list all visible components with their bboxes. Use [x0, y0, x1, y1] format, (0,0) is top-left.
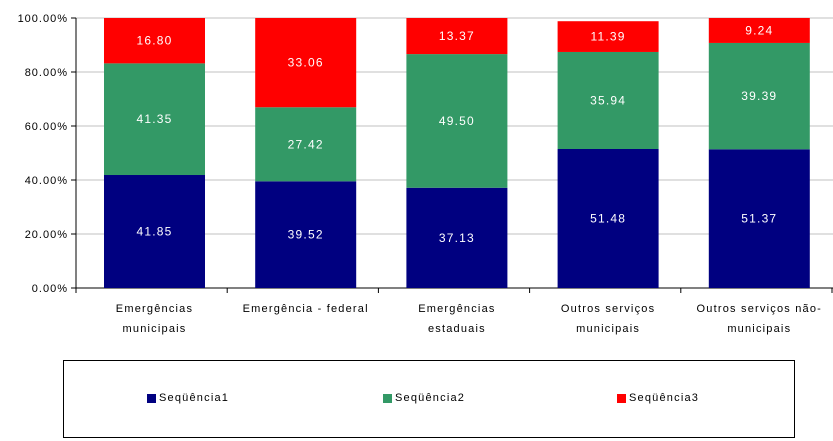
y-tick-label: 60.00% [25, 121, 68, 133]
x-category-label: estaduais [428, 323, 486, 335]
stacked-bar-chart: 0.00% 20.00% 40.00% 60.00% 80.00% 100.00% 41.8… [18, 13, 833, 335]
bar-segment-series1 [104, 175, 205, 288]
data-label: 37.13 [439, 231, 475, 245]
data-label: 27.42 [288, 137, 324, 151]
x-category-label: Emergências [116, 303, 193, 315]
data-label: 41.85 [136, 225, 172, 239]
data-label: 16.80 [136, 34, 172, 48]
x-category-label: municipais [576, 323, 640, 335]
legend-swatch-series1 [147, 393, 156, 403]
data-label: 35.94 [590, 93, 626, 107]
data-label: 33.06 [288, 56, 324, 70]
data-label: 49.50 [439, 114, 475, 128]
bar-segment-series3 [104, 18, 205, 64]
data-label: 9.24 [745, 23, 773, 37]
bar-segment-series2 [557, 51, 659, 150]
bar-segment-series3 [406, 18, 508, 55]
legend-label-series1: Seqüência1 [159, 392, 230, 404]
bar-segment-series1 [255, 181, 357, 288]
bar-segment-series3 [557, 21, 659, 52]
legend-item-series1: Seqüência1 [147, 392, 229, 404]
bar-segment-series2 [255, 107, 357, 182]
x-category-label: Emergências [418, 303, 495, 315]
data-label: 13.37 [439, 29, 475, 43]
y-tick-label: 20.00% [25, 229, 68, 241]
legend-label-series3: Seqüência3 [629, 392, 700, 404]
legend-swatch-series3 [617, 393, 626, 403]
data-label: 41.35 [136, 112, 172, 126]
legend-label-series2: Seqüência2 [395, 392, 466, 404]
x-category-label: municipais [727, 323, 791, 335]
y-tick-label: 100.00% [18, 13, 68, 25]
bar-segment-series2 [104, 63, 205, 176]
data-label: 39.52 [288, 228, 324, 242]
data-label: 51.37 [741, 212, 777, 226]
legend: Seqüência1 Seqüência2 Seqüência3 [63, 360, 795, 438]
bar-segment-series2 [406, 54, 508, 188]
x-category-label: Emergência - federal [243, 303, 369, 315]
bar-segment-series1 [557, 149, 659, 288]
data-label: 39.39 [741, 89, 777, 103]
x-category-label: Outros serviços [561, 303, 655, 315]
data-label: 11.39 [591, 30, 626, 44]
bar-segment-series2 [708, 42, 810, 150]
y-tick-label: 0.00% [32, 283, 68, 295]
data-label: 51.48 [590, 212, 626, 226]
legend-swatch-series2 [383, 393, 392, 403]
x-category-label: Outros serviços não- [697, 303, 822, 315]
y-tick-label: 80.00% [25, 67, 68, 79]
legend-item-series3: Seqüência3 [617, 392, 699, 404]
y-tick-label: 40.00% [25, 175, 68, 187]
bar-segment-series3 [255, 18, 357, 108]
x-category-label: municipais [123, 323, 187, 335]
legend-item-series2: Seqüência2 [383, 392, 465, 404]
bar-segment-series3 [708, 18, 810, 43]
bar-segment-series1 [406, 187, 508, 288]
bar-segment-series1 [708, 149, 810, 288]
